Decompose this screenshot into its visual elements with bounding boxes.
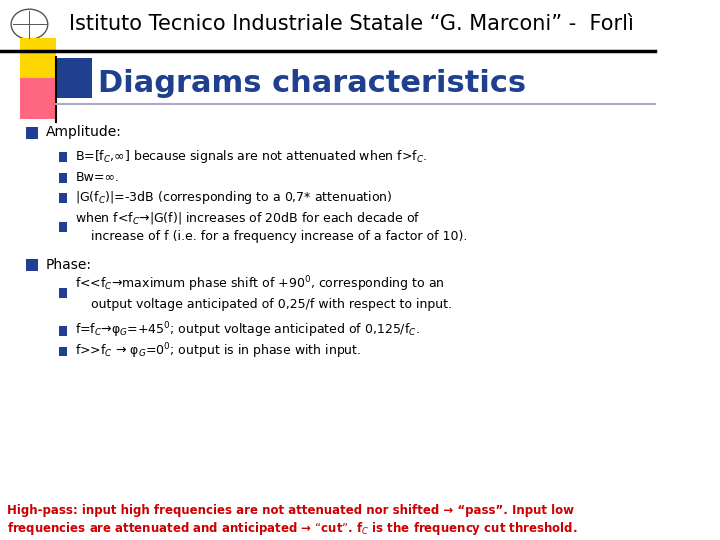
Text: |G(f$_{C}$)|=-3dB (corresponding to a 0,7* attenuation): |G(f$_{C}$)|=-3dB (corresponding to a 0,… (76, 189, 393, 206)
FancyBboxPatch shape (26, 127, 38, 139)
Text: when f<f$_{C}$→|G(f)| increases of 20dB for each decade of
    increase of f (i.: when f<f$_{C}$→|G(f)| increases of 20dB … (76, 210, 468, 244)
FancyBboxPatch shape (59, 193, 68, 203)
FancyBboxPatch shape (19, 78, 55, 119)
FancyBboxPatch shape (19, 38, 55, 78)
FancyBboxPatch shape (59, 326, 68, 336)
FancyBboxPatch shape (59, 173, 68, 183)
Text: Diagrams characteristics: Diagrams characteristics (98, 69, 526, 98)
FancyBboxPatch shape (59, 347, 68, 356)
FancyBboxPatch shape (55, 58, 91, 98)
Text: Phase:: Phase: (46, 258, 92, 272)
Text: f<<f$_{C}$→maximum phase shift of +90$^{0}$, corresponding to an
    output volt: f<<f$_{C}$→maximum phase shift of +90$^{… (76, 274, 452, 311)
Text: B=[f$_{C}$,∞] because signals are not attenuated when f>f$_{C}$.: B=[f$_{C}$,∞] because signals are not at… (76, 148, 428, 165)
FancyBboxPatch shape (59, 222, 68, 232)
Text: High-pass: input high frequencies are not attenuated nor shifted → “pass”. Input: High-pass: input high frequencies are no… (6, 504, 574, 517)
FancyBboxPatch shape (59, 152, 68, 162)
Text: Amplitude:: Amplitude: (46, 125, 122, 139)
Text: frequencies are attenuated and anticipated → “cut”. f$_{C}$ is the frequency cut: frequencies are attenuated and anticipat… (6, 519, 577, 537)
FancyBboxPatch shape (59, 288, 68, 298)
FancyBboxPatch shape (26, 259, 38, 271)
Text: Istituto Tecnico Industriale Statale “G. Marconi” -  Forlì: Istituto Tecnico Industriale Statale “G.… (68, 14, 634, 35)
Text: Bw=∞.: Bw=∞. (76, 171, 119, 184)
Text: f=f$_{C}$→φ$_{G}$=+45$^{0}$; output voltage anticipated of 0,125/f$_{C}$.: f=f$_{C}$→φ$_{G}$=+45$^{0}$; output volt… (76, 321, 420, 340)
Text: f>>f$_{C}$ → φ$_{G}$=0$^{0}$; output is in phase with input.: f>>f$_{C}$ → φ$_{G}$=0$^{0}$; output is … (76, 341, 361, 361)
